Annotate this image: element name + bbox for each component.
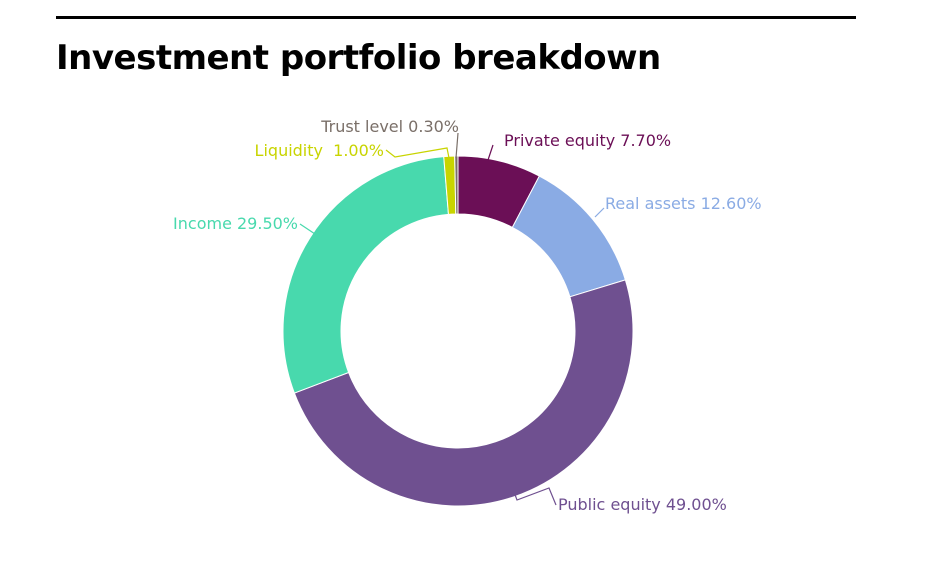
slice-trust-level[interactable]: [454, 155, 459, 215]
top-rule: [56, 16, 856, 19]
leader-line: [455, 132, 459, 159]
leader-line: [299, 223, 319, 237]
data-label: Trust level 0.30%: [320, 117, 459, 136]
data-label: Income 29.50%: [173, 214, 298, 233]
chart-title: Investment portfolio breakdown: [56, 38, 661, 78]
data-label: Real assets 12.60%: [605, 194, 762, 213]
data-label: Private equity 7.70%: [504, 131, 671, 150]
slice-income[interactable]: [282, 156, 450, 394]
data-label: Liquidity 1.00%: [255, 141, 384, 160]
leader-line: [487, 144, 494, 161]
leader-line: [594, 207, 605, 218]
leader-line: [385, 147, 450, 159]
slice-public-equity[interactable]: [293, 279, 634, 507]
leader-line: [513, 487, 557, 506]
data-label: Public equity 49.00%: [558, 495, 727, 514]
